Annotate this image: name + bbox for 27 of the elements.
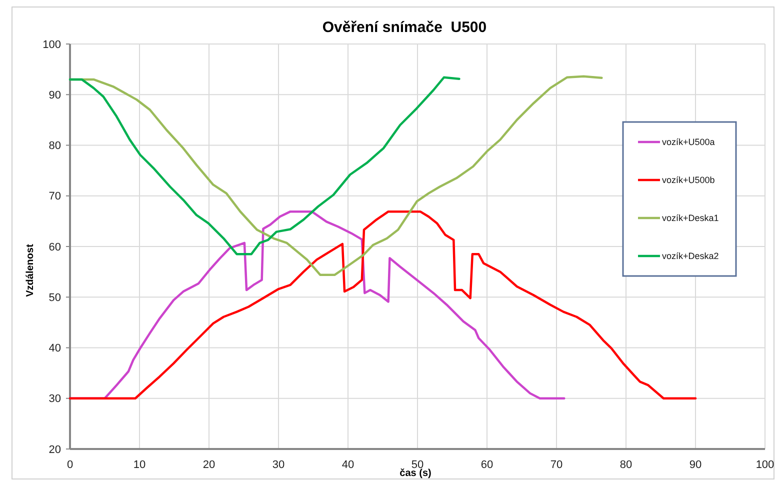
- x-tick-label: 10: [133, 459, 146, 471]
- x-tick-label: 30: [272, 459, 285, 471]
- y-tick-label: 70: [48, 190, 61, 203]
- y-tick-label: 30: [48, 393, 61, 406]
- x-tick-label: 80: [620, 459, 632, 471]
- line-series: [68, 76, 460, 256]
- y-tick-label: 20: [48, 444, 61, 456]
- x-tick-label: 40: [342, 459, 354, 471]
- legend-label: vozík+U500b: [662, 175, 715, 186]
- y-tick-label: 40: [48, 342, 61, 355]
- legend-label: vozík+Deska2: [662, 251, 719, 262]
- y-tick-label: 80: [48, 140, 61, 152]
- x-tick-label: 70: [550, 459, 563, 471]
- y-axis-title: Vzdálenost: [25, 243, 36, 297]
- y-tick-label: 100: [42, 38, 61, 51]
- y-tick-label: 50: [48, 292, 61, 304]
- legend-label: vozík+U500a: [662, 137, 715, 148]
- x-tick-label: 60: [480, 459, 494, 471]
- x-axis-title: čas (s): [400, 468, 432, 479]
- x-tick-label: 100: [756, 459, 774, 471]
- x-tick-label: 0: [66, 459, 74, 471]
- x-tick-label: 20: [202, 459, 216, 471]
- y-tick-label: 90: [48, 89, 61, 102]
- chart-title: Ověření snímače U500: [322, 19, 487, 36]
- legend-label: vozík+Deska1: [662, 213, 719, 224]
- x-tick-label: 90: [689, 459, 702, 471]
- y-tick-label: 60: [48, 241, 61, 254]
